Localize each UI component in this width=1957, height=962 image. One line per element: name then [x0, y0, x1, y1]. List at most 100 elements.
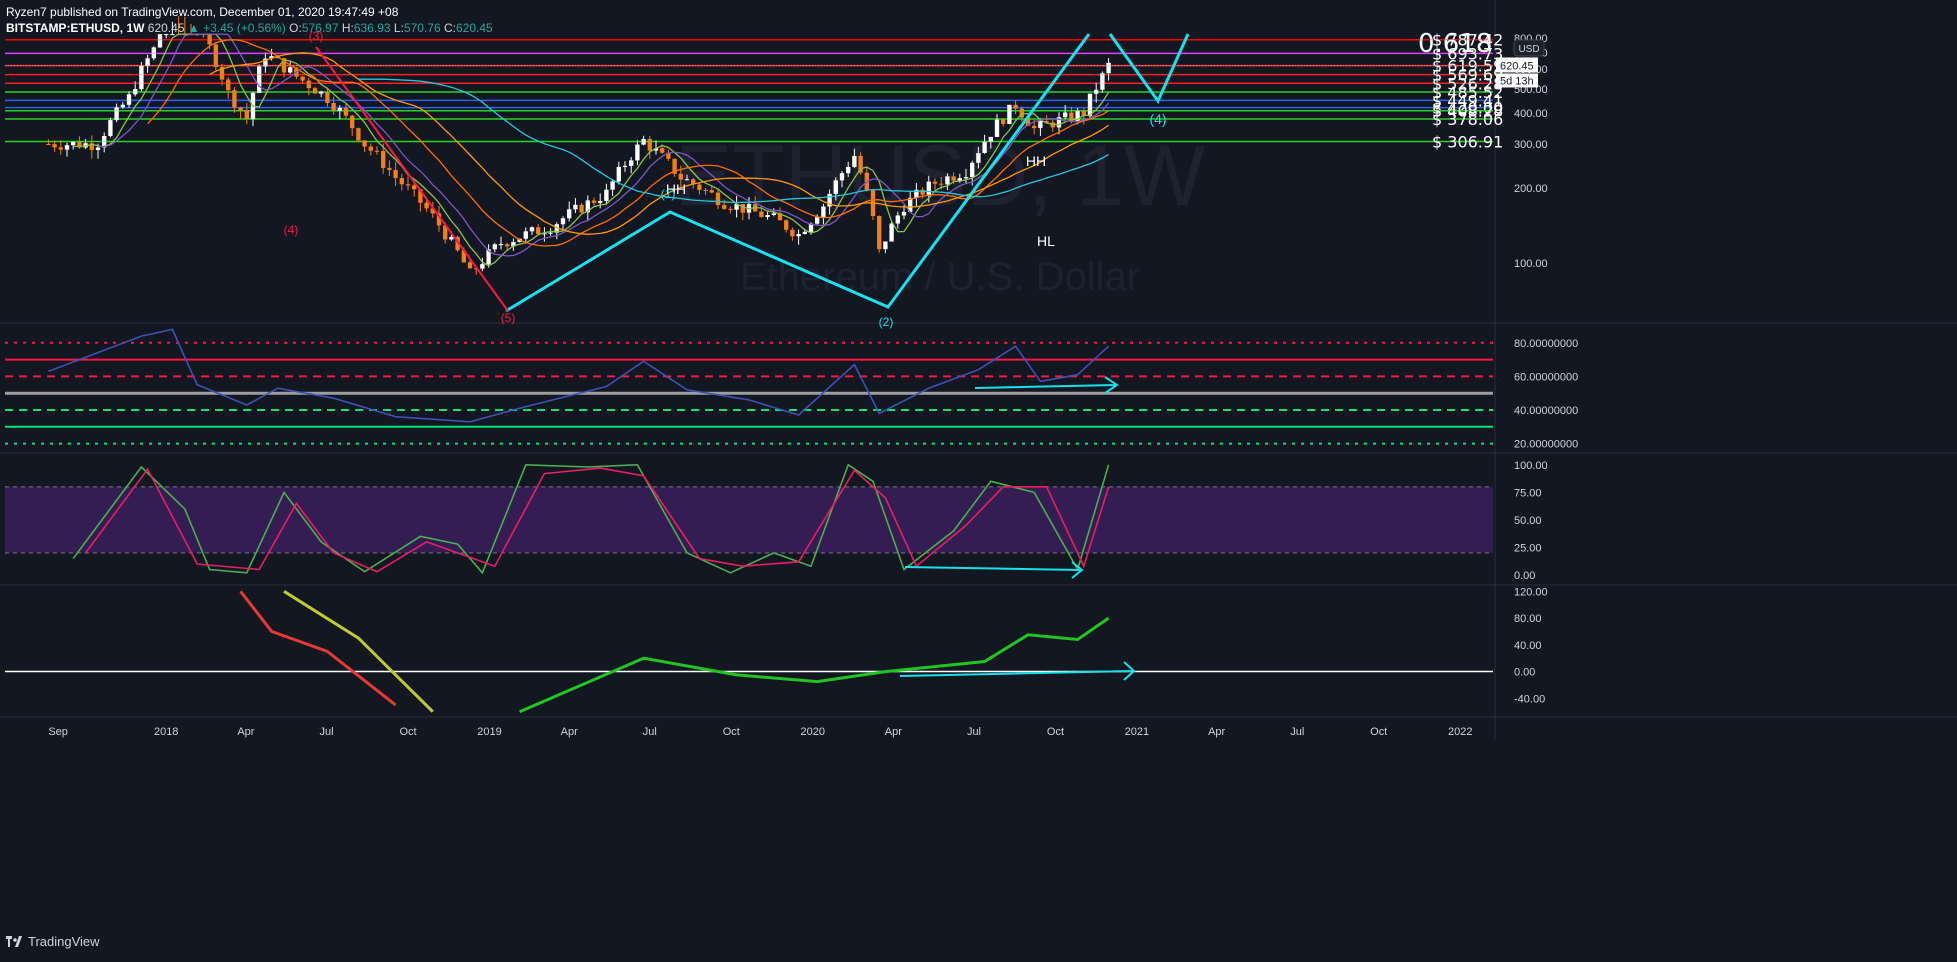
candle-body — [548, 232, 553, 234]
candle-body — [1032, 125, 1037, 129]
candle-body — [740, 204, 745, 213]
candle-body — [164, 34, 169, 36]
wave-annotation: HH — [666, 181, 686, 197]
candle-body — [498, 244, 504, 246]
x-tick-label: 2021 — [1125, 726, 1149, 738]
y-tick-label: 0.00 — [1514, 667, 1535, 679]
candle-body — [523, 231, 528, 239]
downtrend-line — [315, 46, 509, 312]
wave-annotation: (4) — [1149, 111, 1166, 127]
y-tick-label: 60.00000000 — [1514, 371, 1578, 383]
x-tick-label: Oct — [723, 726, 740, 738]
candle-body — [976, 152, 981, 163]
candle-body — [95, 147, 101, 151]
candle-body — [722, 205, 727, 209]
candle-body — [709, 190, 714, 193]
candle-body — [207, 34, 212, 45]
x-tick-label: 2019 — [477, 726, 501, 738]
indicator-line-3-0 — [239, 590, 397, 707]
candle-body — [511, 241, 516, 247]
candle-body — [405, 184, 411, 186]
candle-body — [505, 244, 510, 247]
wave-annotation: (5) — [501, 311, 516, 325]
candle-body — [1063, 112, 1068, 118]
candle-body — [238, 107, 243, 111]
wave-annotation: (4) — [284, 223, 299, 237]
candle-body — [492, 244, 497, 250]
ma-amber-line — [209, 52, 1109, 235]
candle-body — [1044, 121, 1049, 123]
candle-body — [802, 231, 807, 234]
candle-body — [994, 119, 1000, 137]
candle-body — [877, 216, 882, 250]
symbol-label[interactable]: BITSTAMP:ETHUSD, 1W — [6, 21, 145, 35]
candle-body — [579, 204, 584, 213]
candle-body — [1094, 89, 1099, 94]
candle-body — [151, 47, 156, 59]
candle-body — [796, 233, 801, 237]
candle-body — [350, 115, 355, 129]
candle-body — [343, 108, 349, 116]
x-tick-label: Sep — [48, 726, 68, 738]
candle-body — [604, 189, 609, 202]
candle-body — [591, 200, 597, 203]
ma-orange-line — [147, 39, 1109, 247]
candle-body — [1081, 110, 1086, 117]
price-change: +3.45 (+0.56%) — [203, 21, 286, 35]
candle-body — [1019, 108, 1024, 118]
candle-body — [808, 223, 814, 232]
candle-body — [281, 58, 287, 73]
candle-body — [815, 217, 820, 224]
candle-body — [306, 80, 311, 89]
candle-body — [982, 141, 987, 153]
currency-button[interactable] — [1513, 39, 1545, 57]
candle-body — [821, 206, 826, 218]
candle-body — [585, 200, 590, 213]
candle-body — [263, 58, 268, 67]
candle-body — [145, 58, 150, 67]
candle-body — [232, 90, 237, 108]
candle-body — [362, 140, 367, 147]
candle-body — [226, 79, 231, 91]
price-level-label: $ 449.41 — [1432, 91, 1503, 110]
open-label: O: — [289, 21, 302, 35]
y-tick-label: 300.00 — [1514, 139, 1548, 151]
candle-body — [77, 141, 82, 148]
candle-body — [436, 213, 442, 226]
macd-arrow — [899, 661, 1136, 681]
candle-body — [337, 108, 342, 111]
candle-body — [653, 148, 659, 151]
candle-body — [784, 220, 789, 230]
candle-body — [1100, 73, 1105, 90]
candle-body — [213, 44, 218, 68]
candle-body — [418, 189, 423, 203]
y-tick-label: 20.00000000 — [1514, 439, 1578, 451]
candle-body — [560, 218, 566, 225]
candle-body — [257, 66, 262, 93]
current-price-tag-bg — [1496, 57, 1538, 73]
elliott-wave-lines — [505, 33, 1190, 313]
candle-body — [697, 184, 702, 190]
ma-cyan-line — [358, 78, 1109, 204]
current-price-tag: 620.45 — [1500, 60, 1534, 72]
price-level-label: $ 378.06 — [1432, 110, 1503, 129]
x-tick-label: 2020 — [801, 726, 825, 738]
candle-body — [573, 204, 578, 210]
wave-annotation: (1) — [661, 187, 676, 201]
candle-body — [1069, 112, 1074, 121]
candle-body — [622, 165, 628, 167]
low-value: 570.76 — [403, 21, 441, 35]
tradingview-logo[interactable]: TradingView — [6, 934, 100, 949]
candle-body — [567, 209, 572, 219]
candle-body — [883, 241, 888, 250]
price-level-label: $ 619.59 — [1432, 57, 1503, 76]
candle-body — [58, 147, 63, 150]
candle-body — [777, 213, 783, 221]
candle-body — [219, 67, 225, 80]
y-tick-label: 120.00 — [1514, 586, 1548, 598]
close-label: C: — [443, 21, 456, 35]
candle-body — [616, 166, 621, 182]
candle-body — [728, 208, 733, 210]
candle-body — [641, 139, 646, 145]
